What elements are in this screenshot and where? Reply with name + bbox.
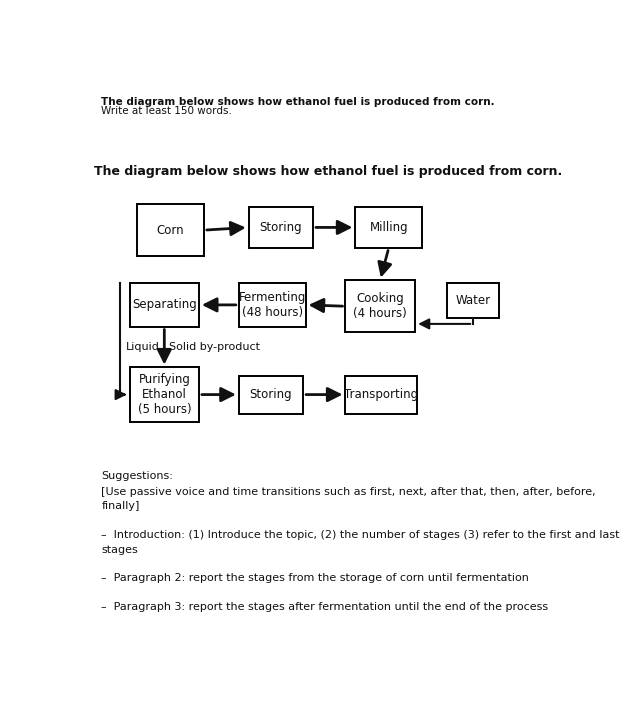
- FancyBboxPatch shape: [239, 283, 306, 327]
- Text: Cooking
(4 hours): Cooking (4 hours): [353, 292, 407, 321]
- Text: Transporting: Transporting: [344, 388, 419, 401]
- Text: Fermenting
(48 hours): Fermenting (48 hours): [239, 291, 306, 319]
- FancyBboxPatch shape: [239, 376, 303, 414]
- FancyBboxPatch shape: [137, 204, 204, 256]
- Text: Water: Water: [456, 294, 491, 307]
- Text: The diagram below shows how ethanol fuel is produced from corn.: The diagram below shows how ethanol fuel…: [101, 97, 495, 107]
- FancyBboxPatch shape: [346, 376, 417, 414]
- Text: [Use passive voice and time transitions such as first, next, after that, then, a: [Use passive voice and time transitions …: [101, 487, 620, 612]
- Text: The diagram below shows how ethanol fuel is produced from corn.: The diagram below shows how ethanol fuel…: [94, 165, 562, 178]
- Text: Separating: Separating: [132, 299, 196, 311]
- Text: Corn: Corn: [157, 224, 184, 237]
- Text: Storing: Storing: [250, 388, 292, 401]
- Text: Storing: Storing: [260, 221, 302, 234]
- FancyBboxPatch shape: [249, 207, 313, 248]
- Text: Purifying
Ethanol
(5 hours): Purifying Ethanol (5 hours): [138, 373, 191, 416]
- FancyBboxPatch shape: [129, 283, 199, 327]
- Text: Milling: Milling: [369, 221, 408, 234]
- FancyBboxPatch shape: [346, 280, 415, 332]
- Text: Solid by-product: Solid by-product: [170, 342, 260, 352]
- FancyBboxPatch shape: [129, 367, 199, 421]
- FancyBboxPatch shape: [355, 207, 422, 248]
- FancyBboxPatch shape: [447, 283, 499, 318]
- Text: Liquid: Liquid: [125, 342, 159, 352]
- Text: Write at least 150 words.: Write at least 150 words.: [101, 106, 232, 116]
- Text: Suggestions:: Suggestions:: [101, 471, 173, 481]
